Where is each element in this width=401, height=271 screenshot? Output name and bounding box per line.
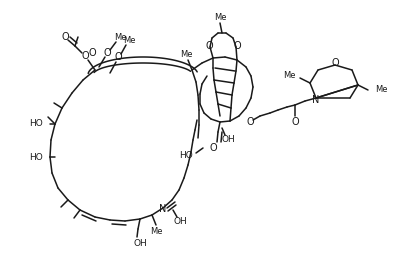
Text: Me: Me: [283, 72, 295, 80]
Text: O: O: [81, 51, 89, 61]
Text: N: N: [159, 204, 166, 214]
Text: OH: OH: [133, 240, 146, 249]
Text: Me: Me: [179, 50, 192, 60]
Text: Me: Me: [213, 14, 226, 22]
Text: Me: Me: [113, 34, 126, 43]
Text: OH: OH: [221, 136, 234, 144]
Text: O: O: [290, 117, 298, 127]
Text: HO: HO: [29, 120, 43, 128]
Text: O: O: [103, 48, 111, 58]
Text: OH: OH: [173, 218, 186, 227]
Text: O: O: [330, 58, 338, 68]
Text: Me: Me: [150, 227, 162, 237]
Text: O: O: [88, 48, 95, 58]
Text: O: O: [205, 41, 212, 51]
Text: O: O: [233, 41, 240, 51]
Text: O: O: [114, 52, 122, 62]
Text: N: N: [312, 95, 319, 105]
Text: HO: HO: [179, 150, 192, 160]
Text: Me: Me: [374, 85, 387, 95]
Text: O: O: [245, 117, 253, 127]
Text: Me: Me: [122, 37, 135, 46]
Text: O: O: [61, 32, 69, 42]
Text: O: O: [209, 143, 216, 153]
Text: HO: HO: [29, 153, 43, 162]
